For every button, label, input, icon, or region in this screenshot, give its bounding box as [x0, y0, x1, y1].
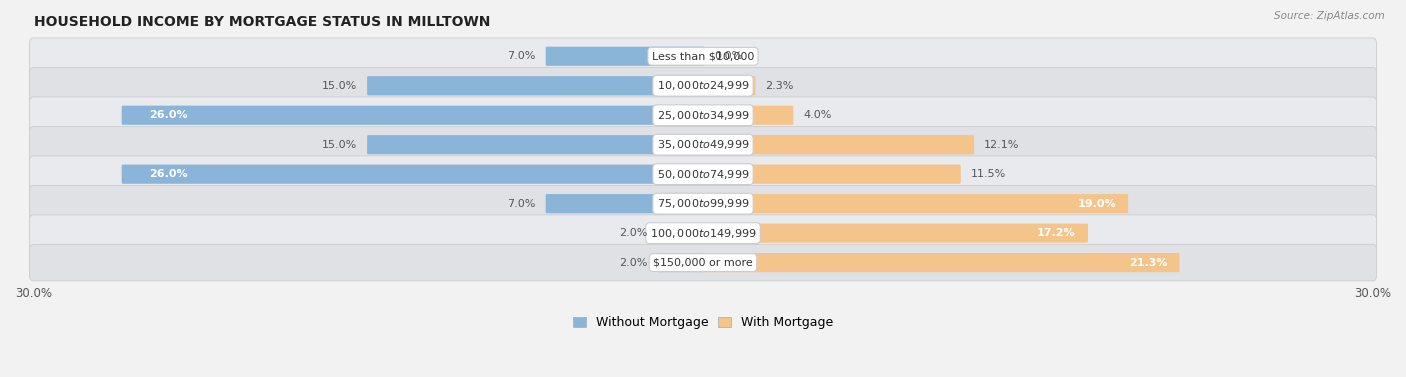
Text: 15.0%: 15.0%	[322, 140, 357, 150]
Text: 4.0%: 4.0%	[803, 110, 832, 120]
Text: $150,000 or more: $150,000 or more	[654, 257, 752, 268]
FancyBboxPatch shape	[546, 47, 704, 66]
Text: 2.3%: 2.3%	[765, 81, 794, 91]
FancyBboxPatch shape	[30, 126, 1376, 163]
FancyBboxPatch shape	[546, 194, 704, 213]
Text: 7.0%: 7.0%	[508, 51, 536, 61]
Text: $25,000 to $34,999: $25,000 to $34,999	[657, 109, 749, 122]
Text: 19.0%: 19.0%	[1077, 199, 1116, 208]
Text: $100,000 to $149,999: $100,000 to $149,999	[650, 227, 756, 240]
Text: 17.2%: 17.2%	[1038, 228, 1076, 238]
FancyBboxPatch shape	[702, 76, 755, 95]
FancyBboxPatch shape	[657, 224, 704, 243]
Text: 26.0%: 26.0%	[149, 169, 188, 179]
Text: 2.0%: 2.0%	[619, 228, 647, 238]
Text: 12.1%: 12.1%	[984, 140, 1019, 150]
FancyBboxPatch shape	[702, 194, 1128, 213]
FancyBboxPatch shape	[702, 165, 960, 184]
FancyBboxPatch shape	[30, 215, 1376, 251]
Text: $50,000 to $74,999: $50,000 to $74,999	[657, 168, 749, 181]
FancyBboxPatch shape	[702, 253, 1180, 272]
Text: 0.0%: 0.0%	[714, 51, 742, 61]
Text: 15.0%: 15.0%	[322, 81, 357, 91]
FancyBboxPatch shape	[30, 67, 1376, 104]
FancyBboxPatch shape	[367, 135, 704, 154]
Text: Source: ZipAtlas.com: Source: ZipAtlas.com	[1274, 11, 1385, 21]
FancyBboxPatch shape	[30, 97, 1376, 133]
FancyBboxPatch shape	[657, 253, 704, 272]
Legend: Without Mortgage, With Mortgage: Without Mortgage, With Mortgage	[574, 316, 832, 329]
FancyBboxPatch shape	[30, 38, 1376, 75]
FancyBboxPatch shape	[702, 106, 793, 125]
Text: Less than $10,000: Less than $10,000	[652, 51, 754, 61]
Text: 2.0%: 2.0%	[619, 257, 647, 268]
FancyBboxPatch shape	[702, 224, 1088, 243]
FancyBboxPatch shape	[30, 244, 1376, 281]
Text: $75,000 to $99,999: $75,000 to $99,999	[657, 197, 749, 210]
Text: 11.5%: 11.5%	[970, 169, 1007, 179]
Text: 26.0%: 26.0%	[149, 110, 188, 120]
Text: $10,000 to $24,999: $10,000 to $24,999	[657, 79, 749, 92]
Text: HOUSEHOLD INCOME BY MORTGAGE STATUS IN MILLTOWN: HOUSEHOLD INCOME BY MORTGAGE STATUS IN M…	[34, 15, 489, 29]
FancyBboxPatch shape	[122, 165, 704, 184]
Text: $35,000 to $49,999: $35,000 to $49,999	[657, 138, 749, 151]
FancyBboxPatch shape	[702, 135, 974, 154]
FancyBboxPatch shape	[122, 106, 704, 125]
FancyBboxPatch shape	[30, 156, 1376, 192]
FancyBboxPatch shape	[367, 76, 704, 95]
FancyBboxPatch shape	[30, 185, 1376, 222]
Text: 21.3%: 21.3%	[1129, 257, 1167, 268]
Text: 7.0%: 7.0%	[508, 199, 536, 208]
